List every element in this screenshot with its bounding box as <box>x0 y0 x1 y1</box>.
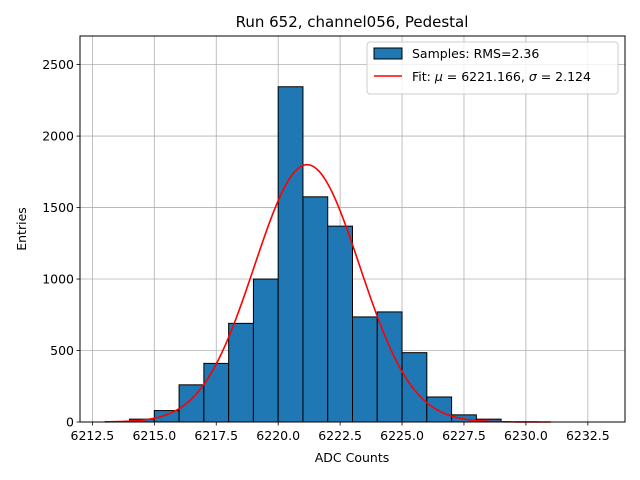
x-tick-label: 6217.5 <box>194 428 238 443</box>
y-tick-label: 2000 <box>42 129 74 144</box>
x-tick-label: 6225.0 <box>380 428 424 443</box>
legend: Samples: RMS=2.36 Fit: μ = 6221.166, σ =… <box>366 41 619 95</box>
histogram-bar <box>426 396 453 423</box>
y-tick-label: 1500 <box>42 200 74 215</box>
x-tick-label: 6227.5 <box>442 428 486 443</box>
histogram-bar <box>401 352 428 423</box>
legend-fit-mu-symbol: μ <box>434 69 443 84</box>
histogram-bar <box>153 410 180 423</box>
fit-curve-layer <box>104 163 551 423</box>
x-tick-label: 6232.5 <box>566 428 610 443</box>
y-tick-label: 2500 <box>42 57 74 72</box>
histogram-bar <box>277 86 304 423</box>
x-tick-label: 6222.5 <box>318 428 362 443</box>
legend-fit-prefix: Fit: <box>412 69 435 84</box>
histogram-bar <box>302 196 329 423</box>
y-tick-label: 0 <box>66 415 74 430</box>
legend-box <box>366 41 619 95</box>
histogram-bar <box>376 311 403 423</box>
fit-curve <box>104 163 551 423</box>
x-tick-label: 6220.0 <box>256 428 300 443</box>
histogram-bar <box>252 278 279 423</box>
x-tick-label: 6212.5 <box>71 428 115 443</box>
histogram-bar <box>352 316 378 423</box>
legend-fit-label: Fit: μ = 6221.166, σ = 2.124 <box>412 69 591 84</box>
histogram-bar <box>203 362 230 423</box>
histogram-bar <box>228 322 254 423</box>
legend-fit-sigma-symbol: σ <box>529 69 538 84</box>
x-tick-label: 6215.0 <box>132 428 176 443</box>
x-tick-label: 6230.0 <box>504 428 548 443</box>
histogram-bars <box>129 86 502 423</box>
legend-histogram-label: Samples: RMS=2.36 <box>412 46 539 61</box>
y-axis-label: Entries <box>14 207 29 251</box>
legend-fit-mu-text: = 6221.166, <box>443 69 529 84</box>
histogram-bar <box>327 225 353 423</box>
y-tick-label: 500 <box>50 343 74 358</box>
y-tick-label: 1000 <box>42 272 74 287</box>
legend-histogram-swatch <box>373 47 403 60</box>
y-axis-ticks: 0 500 1000 1500 2000 2500 <box>42 57 80 430</box>
x-axis-ticks: 6212.5 6215.0 6217.5 6220.0 6222.5 6225.0 6227… <box>71 422 610 443</box>
chart-title: Run 652, channel056, Pedestal <box>236 13 469 31</box>
plot-frame <box>79 35 626 423</box>
legend-fit-sigma-text: = 2.124 <box>537 69 591 84</box>
x-axis-label: ADC Counts <box>315 450 390 465</box>
